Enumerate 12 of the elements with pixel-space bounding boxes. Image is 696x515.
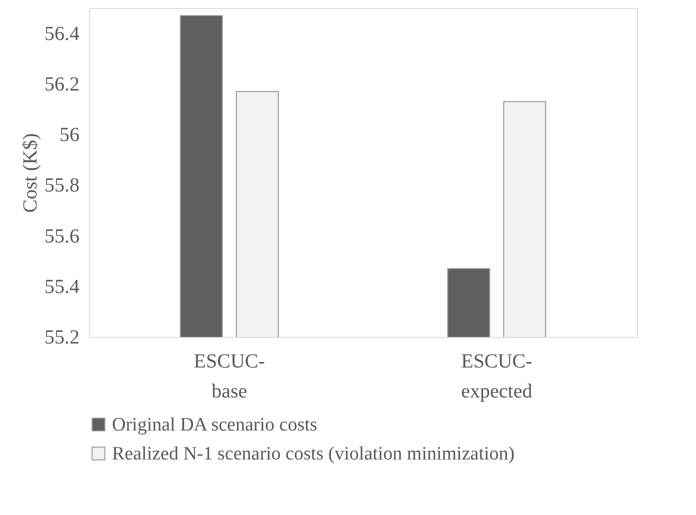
x-tick-label: ESCUC-expected (461, 350, 532, 402)
y-tick-label: 56.4 (44, 22, 80, 45)
x-tick-label: ESCUC-base (194, 350, 265, 402)
y-tick-label: 56 (60, 124, 80, 146)
y-tick-label: 55.4 (44, 276, 80, 298)
y-tick-label: 55.8 (44, 174, 80, 197)
legend-label: Original DA scenario costs (112, 414, 318, 436)
y-tick-label: 55.2 (44, 326, 80, 348)
legend-label: Realized N-1 scenario costs (violation minimization) (112, 444, 515, 464)
y-tick-label: 56.2 (44, 73, 80, 96)
y-axis-title: Cost (K$) (20, 133, 42, 213)
y-tick-label: 55.6 (44, 225, 80, 248)
